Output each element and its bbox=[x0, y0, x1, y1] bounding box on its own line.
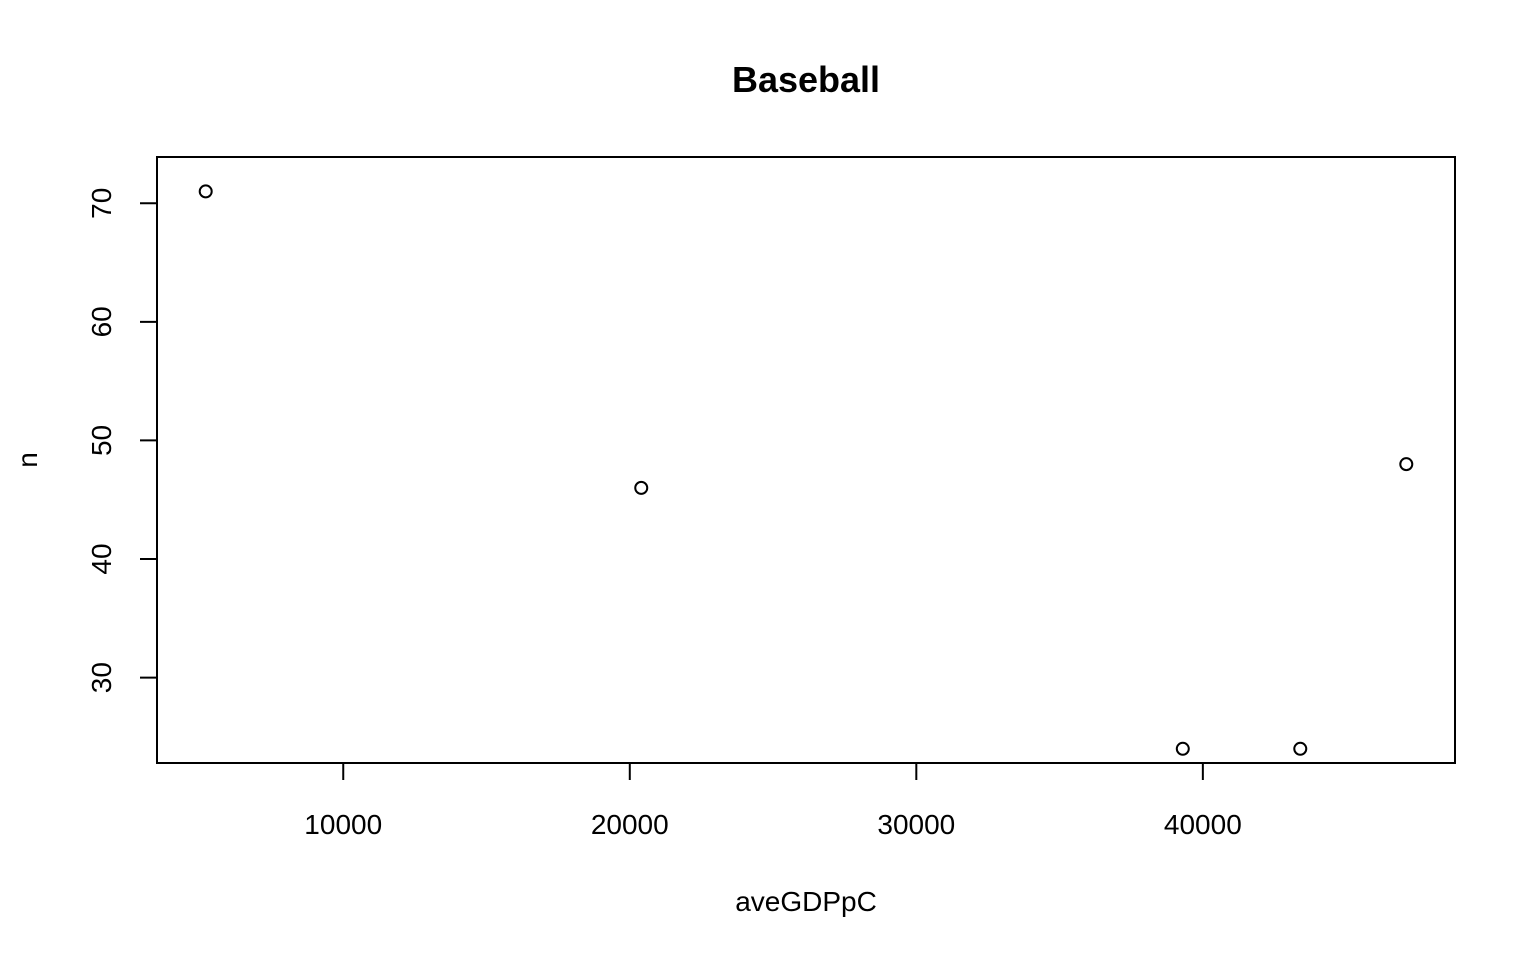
data-points bbox=[198, 184, 1414, 756]
data-point bbox=[198, 184, 213, 199]
y-tick-label: 60 bbox=[86, 306, 117, 337]
data-point bbox=[1293, 741, 1308, 756]
plot-frame bbox=[156, 156, 1456, 764]
x-tick-label: 20000 bbox=[591, 809, 669, 840]
data-point bbox=[1175, 741, 1190, 756]
y-tick-label: 70 bbox=[86, 188, 117, 219]
y-axis-label: n bbox=[12, 452, 43, 468]
y-tick-label: 40 bbox=[86, 543, 117, 574]
chart-title: Baseball bbox=[732, 59, 880, 100]
x-tick-label: 30000 bbox=[877, 809, 955, 840]
data-point bbox=[1399, 457, 1414, 472]
y-axis: 30 40 50 60 70 bbox=[86, 188, 157, 693]
x-axis: 10000 20000 30000 40000 bbox=[304, 763, 1242, 840]
x-axis-label: aveGDPpC bbox=[735, 886, 877, 917]
y-tick-label: 50 bbox=[86, 425, 117, 456]
x-tick-label: 40000 bbox=[1164, 809, 1242, 840]
x-tick-label: 10000 bbox=[304, 809, 382, 840]
data-point bbox=[634, 480, 649, 495]
y-tick-label: 30 bbox=[86, 662, 117, 693]
